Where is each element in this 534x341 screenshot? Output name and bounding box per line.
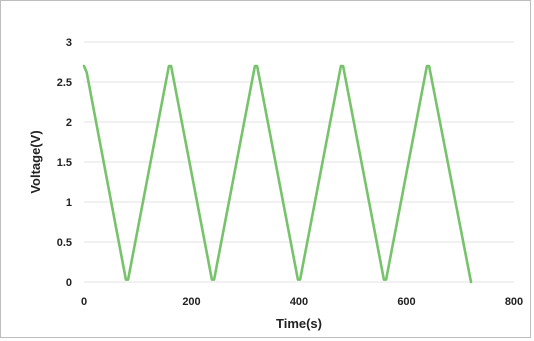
gridlines (84, 41, 514, 283)
x-tick-label: 0 (81, 296, 87, 308)
x-tick-label: 800 (505, 296, 523, 308)
y-tick-labels: 0 0.5 1 1.5 2 2.5 3 (57, 37, 72, 289)
series-line (82, 64, 473, 284)
y-tick-label: 1 (66, 197, 72, 209)
x-axis-title: Time(s) (276, 316, 322, 331)
series-layer (82, 64, 473, 284)
y-axis-title: Voltage(V) (28, 130, 43, 193)
x-tick-label: 600 (397, 296, 415, 308)
y-tick-label: 0.5 (57, 237, 72, 249)
x-tick-label: 200 (182, 296, 200, 308)
y-tick-label: 3 (66, 37, 72, 49)
y-tick-label: 2 (66, 117, 72, 129)
y-tick-label: 0 (66, 277, 72, 289)
y-tick-label: 2.5 (57, 77, 72, 89)
x-tick-labels: 0 200 400 600 800 (81, 296, 523, 308)
y-tick-label: 1.5 (57, 157, 72, 169)
x-tick-label: 400 (290, 296, 308, 308)
